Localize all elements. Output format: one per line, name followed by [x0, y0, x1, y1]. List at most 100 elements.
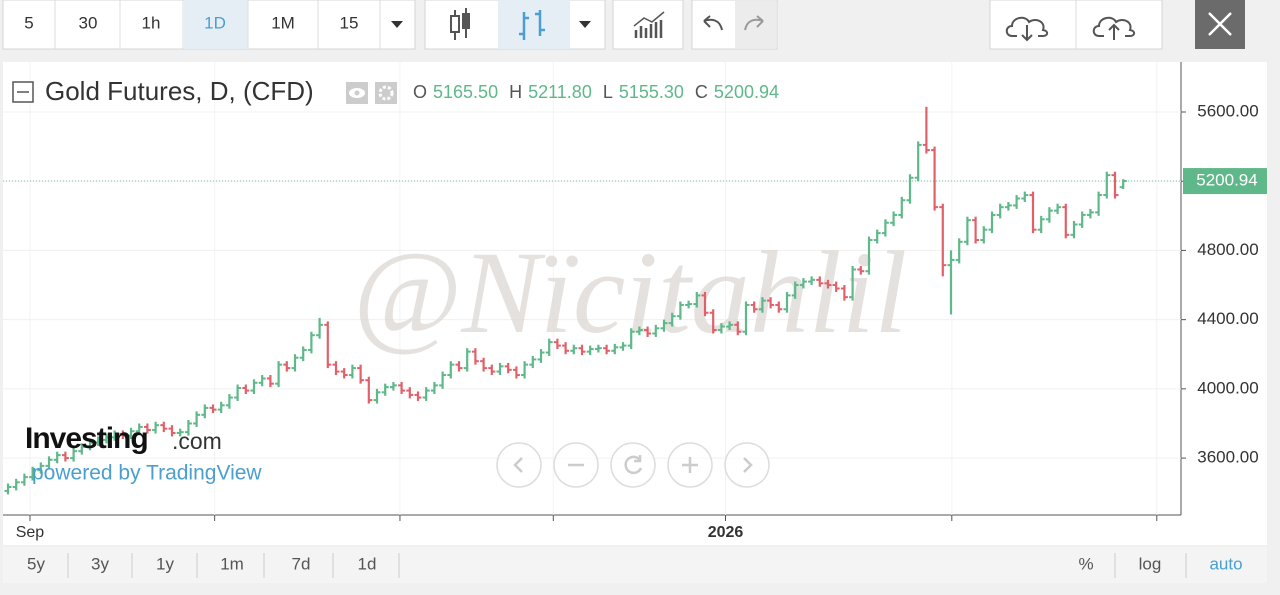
ohlc-bar — [1095, 191, 1103, 216]
range-button[interactable]: 3y — [91, 554, 109, 573]
ohlc-bar — [217, 401, 225, 414]
ohlc-bar — [340, 368, 348, 379]
powered-by: powered by TradingView — [32, 462, 262, 485]
ohlc-bar — [693, 291, 701, 308]
ohlc-bar — [225, 394, 233, 409]
ohlc-bar — [635, 326, 643, 336]
chart-navigation — [496, 442, 770, 488]
ohlc-bar — [307, 331, 315, 354]
ohlc-bar — [258, 375, 266, 387]
ohlc-bar — [881, 219, 889, 237]
ohlc-bar — [20, 473, 28, 486]
ohlc-bar — [1086, 208, 1094, 219]
dropdown-arrow[interactable] — [391, 21, 403, 28]
toolbar: 5 30 1h 1D 1M 15 — [2, 0, 1245, 50]
range-button[interactable]: 7d — [292, 554, 311, 573]
download-cloud-icon[interactable] — [1005, 16, 1049, 37]
ohlc-bar — [906, 174, 914, 204]
redo-icon[interactable] — [744, 15, 764, 31]
interval-button[interactable]: 5 — [24, 13, 33, 32]
ohlc-bar — [4, 483, 12, 495]
ohlc-bar — [578, 344, 586, 356]
scale-button[interactable]: % — [1078, 554, 1093, 573]
interval-button[interactable]: 1h — [142, 13, 161, 32]
y-tick-label: 4400.00 — [1197, 309, 1258, 328]
ohlc-bar — [603, 344, 611, 355]
ohlc-bar — [275, 361, 283, 388]
ohlc-bar — [37, 462, 45, 474]
ohlc-bar — [742, 301, 750, 336]
range-button[interactable]: 1m — [220, 554, 244, 573]
interval-button[interactable]: 15 — [340, 13, 359, 32]
ohlc-bar — [914, 141, 922, 182]
ohlc-bar — [283, 361, 291, 372]
range-button[interactable]: 1d — [358, 554, 377, 573]
ohlc-bar — [29, 466, 37, 481]
ohlc-bar — [865, 236, 873, 275]
ohlc-value: 5155.30 — [619, 82, 684, 102]
reset-button[interactable] — [610, 442, 656, 488]
scroll-right-button[interactable] — [724, 442, 770, 488]
undo-icon[interactable] — [703, 15, 723, 31]
last-price-box — [1183, 168, 1267, 195]
chart-title: Gold Futures, D, (CFD) — [45, 76, 314, 106]
ohlc-bar — [709, 309, 717, 334]
ohlc-bar — [717, 323, 725, 334]
ohlc-bar — [365, 376, 373, 404]
download-arrow — [1021, 25, 1033, 42]
ohlc-key: C — [695, 82, 708, 102]
logo: Investing — [25, 422, 148, 455]
ohlc-bar — [381, 383, 389, 396]
x-tick-label: 2026 — [708, 524, 744, 541]
ohlc-bar — [1103, 171, 1111, 199]
range-button[interactable]: 5y — [27, 554, 45, 573]
indicators-button[interactable] — [612, 0, 684, 50]
ohlc-bar — [627, 328, 635, 350]
ohlc-bar — [53, 451, 61, 464]
ohlc-key: L — [603, 82, 613, 102]
dropdown-arrow[interactable] — [579, 21, 591, 28]
ohlc-bar — [406, 387, 414, 399]
bottom-bar — [3, 547, 1267, 583]
scale-button[interactable]: auto — [1209, 554, 1242, 573]
ohlc-bar — [676, 301, 684, 320]
interval-button[interactable]: 30 — [79, 13, 98, 32]
ohlc-bar — [832, 281, 840, 292]
ohlc-bar — [1021, 191, 1029, 202]
ohlc-bar — [119, 430, 127, 440]
scale-button[interactable]: log — [1139, 554, 1162, 573]
scroll-left-button[interactable] — [496, 442, 542, 488]
ohlc-bar — [160, 421, 168, 433]
settings-button[interactable] — [375, 82, 397, 104]
ohlc-bar — [94, 436, 102, 446]
grid — [3, 62, 1186, 521]
ohlc-bar — [78, 443, 86, 455]
ohlc-bar — [463, 348, 471, 372]
interval-button[interactable]: 1M — [271, 13, 295, 32]
watermark: @Nïcitahlil — [353, 227, 907, 358]
ohlc-bar — [439, 371, 447, 389]
ohlc-bar — [193, 411, 201, 427]
y-tick-label: 4800.00 — [1197, 240, 1258, 259]
candle-icon[interactable] — [450, 8, 470, 40]
ohlc-bar — [972, 216, 980, 244]
upload-cloud-icon[interactable] — [1092, 16, 1136, 37]
ohlc-bar — [644, 326, 652, 337]
range-button[interactable]: 1y — [156, 554, 174, 573]
ohlc-bar — [512, 366, 520, 379]
y-tick-label: 5600.00 — [1197, 101, 1258, 120]
ohlc-bar — [808, 276, 816, 286]
ohlc-bar — [1013, 195, 1021, 209]
ohlc-bar — [840, 285, 848, 301]
ohlc-bar — [701, 291, 709, 317]
last-price-label: 5200.94 — [1196, 171, 1257, 190]
ohlc-bar — [1062, 203, 1070, 239]
interval-button[interactable]: 1D — [204, 13, 226, 32]
x-tick-label: Sep — [16, 524, 45, 541]
ohlc-bar — [791, 281, 799, 299]
bar-icon[interactable] — [519, 10, 545, 40]
ohlc-bar — [1070, 221, 1078, 239]
ohlc-bar — [873, 229, 881, 244]
ohlc-bar — [611, 343, 619, 355]
